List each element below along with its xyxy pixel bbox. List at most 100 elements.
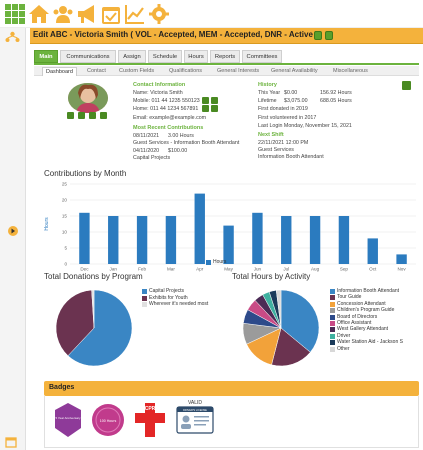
photo-delete-icon[interactable]: [100, 112, 107, 119]
pie-slice-tour-guide[interactable]: [271, 327, 311, 367]
main-panel: Edit ABC - Victoria Smith ( VOL - Accept…: [30, 28, 423, 450]
legend-swatch: [330, 308, 335, 314]
legend-label: Other: [337, 345, 350, 352]
refresh-icon[interactable]: [325, 31, 333, 40]
expand-arrow-icon[interactable]: [8, 226, 18, 236]
legend-swatch: [330, 327, 335, 333]
subtab-qualifications[interactable]: Qualifications: [169, 68, 203, 74]
save-icon[interactable]: [314, 31, 322, 40]
bar-sep[interactable]: [338, 216, 350, 264]
pie-slice-information-booth-attendant[interactable]: [280, 289, 320, 353]
history-last-login: Last Login Monday, November 15, 2021: [258, 123, 352, 129]
bar-jan[interactable]: [108, 216, 119, 264]
contact-heading: Contact Information: [133, 82, 186, 88]
gear-icon[interactable]: [148, 3, 170, 25]
legend-label: Driver: [337, 332, 351, 339]
tab-communications[interactable]: Communications: [60, 50, 116, 63]
activity-chart-title: Total Hours by Activity: [232, 272, 311, 281]
avatar: [68, 83, 108, 113]
y-tick-label: 5: [64, 246, 67, 251]
tab-hours[interactable]: Hours: [184, 50, 208, 63]
pie-slice-capital-projects[interactable]: [67, 289, 133, 367]
drivers-license-badge[interactable]: VALID DRIVER'S LICENSE: [175, 398, 215, 438]
bar-jun[interactable]: [252, 212, 263, 264]
y-tick-label: 0: [64, 262, 67, 267]
bar-mar[interactable]: [165, 216, 177, 264]
tab-main[interactable]: Main: [34, 50, 58, 63]
badge-100-hours-label: 100 Hours: [100, 419, 117, 423]
legend-swatch: [330, 321, 335, 326]
bar-may[interactable]: [223, 225, 234, 264]
photo-upload-icon[interactable]: [89, 112, 96, 119]
cpr-badge[interactable]: CPR: [133, 400, 167, 440]
legend-label: Information Booth Attendant: [337, 288, 399, 294]
subtab-contact[interactable]: Contact: [87, 68, 106, 74]
x-tick-label: Aug: [311, 267, 320, 272]
pie-slice-wherever-it-s-needed-most[interactable]: [91, 289, 95, 329]
x-tick-label: Sep: [340, 267, 349, 272]
pie-slice-exhibits-for-youth[interactable]: [55, 289, 95, 357]
sms-icon[interactable]: [211, 97, 218, 104]
bar-nov[interactable]: [396, 254, 407, 264]
bar-jul[interactable]: [281, 216, 292, 264]
sub-tabs: Dashboard Contact Custom Fields Qualific…: [34, 66, 419, 76]
bar-aug[interactable]: [309, 216, 321, 264]
contact-email[interactable]: Email: example@example.com: [133, 115, 207, 121]
photo-camera-icon[interactable]: [78, 112, 85, 119]
badges-title: Badges: [49, 384, 75, 391]
history-lifetime-hours: 688.05 Hours: [320, 98, 352, 104]
subtab-general-interests[interactable]: General Interests: [217, 68, 260, 74]
grid-icon[interactable]: [4, 3, 26, 25]
legend-label: Concession Attendant: [337, 300, 386, 307]
contribution-1-date: 08/11/2021: [133, 133, 160, 139]
monthly-bar-chart: 0 5 10 15 20 25 Hours Dec Jan Feb Mar Apr May Jun Jul A…: [44, 182, 416, 272]
next-shift-dept: Guest Services: [258, 147, 294, 153]
bar-feb[interactable]: [136, 216, 148, 264]
legend-label: Capital Projects: [149, 288, 185, 294]
calendar-check-icon[interactable]: [100, 3, 122, 25]
tab-schedule[interactable]: Schedule: [148, 50, 182, 63]
photo-edit-icon[interactable]: [67, 112, 74, 119]
y-tick-label: 25: [62, 182, 68, 187]
subtab-general-availability[interactable]: General Availability: [271, 68, 318, 74]
hundred-hours-badge[interactable]: 100 Hours: [91, 402, 125, 438]
people-icon[interactable]: [52, 3, 74, 25]
contribution-2-date: 04/11/2020: [133, 148, 160, 154]
history-lifetime-amount: $3,075.00: [284, 98, 308, 104]
subtab-custom-fields[interactable]: Custom Fields: [119, 68, 155, 74]
home-icon[interactable]: [28, 3, 50, 25]
x-tick-label: Apr: [196, 267, 204, 272]
y-tick-label: 10: [62, 230, 68, 235]
tab-reports[interactable]: Reports: [210, 50, 240, 63]
bar-apr[interactable]: [194, 193, 205, 264]
badges-header: Badges: [44, 381, 419, 396]
x-tick-label: Jan: [110, 267, 118, 272]
donations-chart-title: Total Donations by Program: [44, 272, 143, 281]
contact-name: Name: Victoria Smith: [133, 90, 183, 96]
subtab-dashboard[interactable]: Dashboard: [42, 67, 77, 76]
org-icon[interactable]: [5, 31, 20, 44]
legend-label: Board of Directors: [337, 313, 378, 320]
history-lifetime-label: Lifetime: [258, 98, 277, 104]
tab-committees[interactable]: Committees: [242, 50, 282, 63]
badge-anniversary-label: 5 Year Anniversary: [55, 416, 81, 420]
x-tick-label: Dec: [80, 267, 89, 272]
anniversary-badge[interactable]: 5 Year Anniversary: [53, 402, 83, 438]
calendar-icon[interactable]: [5, 436, 17, 448]
bar-dec[interactable]: [79, 212, 90, 264]
contribution-1-desc: Guest Services - Information Booth Atten…: [133, 140, 240, 146]
bar-oct[interactable]: [367, 238, 378, 264]
subtab-miscellaneous[interactable]: Miscellaneous: [333, 68, 368, 74]
contributions-heading: Most Recent Contributions: [133, 125, 204, 131]
legend-swatch: [142, 295, 147, 301]
contact-home: Home: 011 44 1234 567891: [133, 106, 199, 112]
home-call-icon[interactable]: [202, 105, 209, 112]
home-sms-icon[interactable]: [211, 105, 218, 112]
contribution-2-desc: Capital Projects: [133, 155, 171, 161]
pie-slice-other[interactable]: [275, 289, 282, 329]
trend-chart-icon[interactable]: [124, 3, 146, 25]
megaphone-icon[interactable]: [76, 3, 98, 25]
history-refresh-icon[interactable]: [402, 81, 411, 90]
phone-call-icon[interactable]: [202, 97, 209, 104]
tab-assign[interactable]: Assign: [118, 50, 146, 63]
